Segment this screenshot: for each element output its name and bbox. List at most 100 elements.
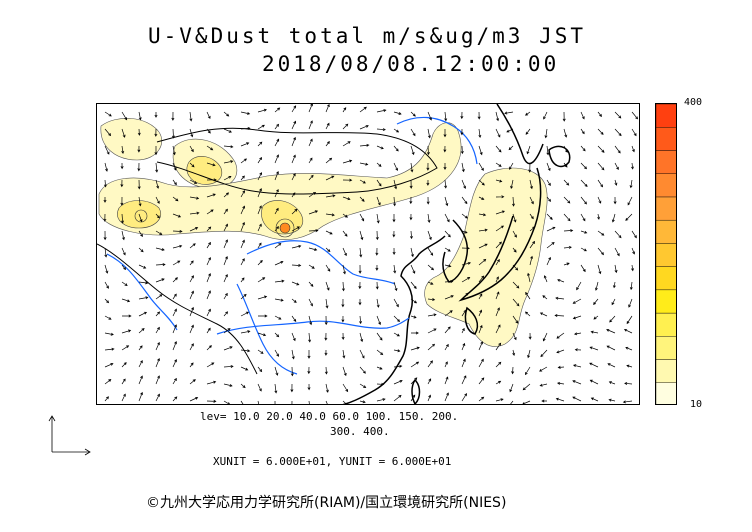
wind-arrow: [206, 399, 217, 403]
wind-arrow: [410, 264, 416, 274]
wind-arrow: [376, 315, 381, 326]
wind-arrow: [121, 298, 131, 303]
wind-arrow: [308, 400, 310, 404]
wind-arrow: [155, 213, 160, 219]
wind-arrow: [155, 311, 161, 317]
wind-arrow: [376, 128, 386, 132]
wind-arrow: [522, 383, 531, 391]
wind-arrow: [325, 298, 329, 309]
wind-arrow: [223, 364, 234, 368]
river-yangtze: [216, 317, 410, 335]
wind-arrow: [410, 247, 414, 258]
wind-arrow: [155, 358, 160, 368]
wind-arrow: [206, 345, 212, 351]
wind-arrow: [556, 381, 565, 385]
wind-arrow: [223, 128, 232, 133]
wind-arrow: [375, 264, 379, 271]
wind-arrow: [257, 188, 262, 198]
wind-arrow: [589, 362, 599, 368]
wind-arrow: [580, 111, 585, 120]
wind-arrow: [393, 281, 398, 292]
wind-arrow: [541, 399, 547, 403]
wind-arrow: [104, 332, 114, 336]
wind-arrow: [308, 174, 314, 181]
wind-arrow: [359, 400, 366, 404]
wind-arrow: [189, 111, 193, 122]
wind-arrow: [443, 145, 447, 153]
wind-arrow: [589, 379, 599, 385]
wind-arrow: [477, 111, 481, 120]
wind-arrow: [461, 277, 471, 283]
wind-arrow: [555, 296, 565, 300]
wind-arrow: [359, 196, 365, 202]
wind-arrow: [495, 398, 504, 402]
wind-arrow: [206, 145, 214, 151]
contour-levels-line1: lev= 10.0 20.0 40.0 60.0 100. 150. 200.: [200, 410, 459, 423]
wind-arrow: [508, 145, 514, 151]
wind-arrow: [461, 213, 468, 219]
wind-arrow: [154, 128, 158, 137]
wind-arrow: [223, 111, 230, 117]
wind-arrow: [342, 178, 353, 182]
wind-arrow: [376, 349, 384, 356]
wind-arrow: [206, 380, 217, 385]
wind-arrow: [606, 328, 616, 334]
wind-arrow: [410, 145, 415, 156]
wind-arrow: [393, 332, 400, 337]
wind-arrow: [393, 145, 399, 152]
wind-arrow: [172, 244, 183, 249]
colorbar-band: [656, 382, 676, 404]
wind-arrow: [257, 332, 267, 337]
wind-arrow: [444, 376, 449, 385]
wind-arrow: [206, 128, 211, 134]
wind-arrow: [631, 230, 637, 239]
wind-arrow: [121, 329, 132, 334]
wind-arrow: [274, 383, 278, 394]
wind-arrow: [495, 210, 506, 215]
wind-arrow: [291, 136, 296, 147]
wind-arrow: [460, 111, 464, 120]
wind-arrow: [172, 277, 178, 283]
wind-arrow: [308, 191, 317, 198]
wind-arrow: [572, 315, 582, 320]
wind-arrow: [342, 349, 346, 359]
wind-arrow: [543, 275, 548, 283]
wind-arrow: [410, 281, 417, 289]
wind-arrow: [206, 308, 211, 317]
wind-arrow: [138, 281, 149, 285]
wind-arrow: [512, 213, 517, 223]
wind-arrow: [427, 264, 435, 271]
wind-arrow: [138, 213, 143, 223]
wind-arrow: [138, 391, 143, 402]
wind-arrow: [460, 128, 464, 136]
wind-arrow: [597, 179, 604, 188]
wind-arrow: [138, 264, 147, 269]
wind-arrow: [342, 383, 349, 393]
wind-arrow: [529, 255, 534, 266]
wind-arrow: [172, 179, 177, 186]
colorbar-band: [656, 104, 676, 128]
wind-arrow: [138, 311, 148, 317]
wind-arrow: [444, 179, 448, 189]
wind-arrow: [393, 111, 402, 115]
wind-arrow: [572, 298, 582, 304]
wind-arrow: [240, 383, 246, 389]
wind-arrow: [611, 213, 616, 223]
wind-arrow: [189, 379, 196, 385]
wind-arrow: [376, 145, 384, 150]
wind-arrow: [376, 213, 380, 224]
wind-arrow: [359, 213, 365, 222]
ref-arrow-y-head: [48, 415, 56, 422]
wind-arrow: [223, 383, 233, 387]
river-west: [106, 253, 178, 331]
wind-arrow: [291, 400, 293, 404]
wind-arrow: [461, 261, 472, 266]
wind-arrow: [155, 393, 160, 402]
wind-arrow: [342, 107, 347, 113]
wind-arrow: [444, 280, 454, 284]
wind-arrow: [544, 128, 548, 139]
wind-arrow: [138, 111, 142, 121]
wind-arrow: [478, 309, 483, 317]
wind-arrow: [478, 128, 482, 139]
copyright-notice: ©九州大学応用力学研究所(RIAM)/国立環境研究所(NIES): [146, 495, 507, 511]
